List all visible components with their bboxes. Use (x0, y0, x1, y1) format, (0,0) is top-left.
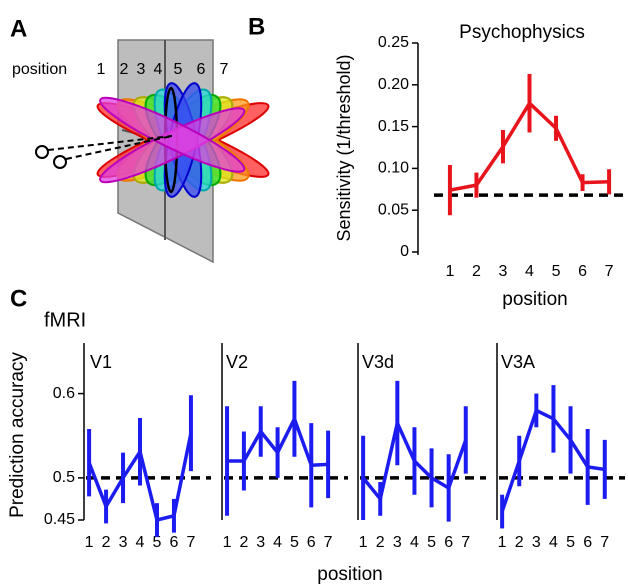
y-tick-label: 0.45 (44, 511, 75, 528)
x-tick-label: 1 (85, 534, 94, 551)
x-axis-label: position (502, 289, 568, 310)
x-tick-label: 6 (170, 534, 179, 551)
x-tick-label: 6 (583, 534, 592, 551)
x-tick-label: 7 (605, 263, 614, 280)
sight-line (47, 135, 173, 151)
panel-label: B (248, 13, 265, 40)
position-number: 6 (197, 61, 206, 78)
x-tick-label: 4 (410, 534, 419, 551)
y-tick-label: 0.20 (378, 76, 409, 93)
position-number: 4 (154, 61, 163, 78)
x-tick-label: 3 (119, 534, 128, 551)
stimulus-diagram: position (12, 39, 270, 264)
x-tick-label: 1 (359, 534, 368, 551)
x-tick-label: 4 (549, 534, 558, 551)
y-tick-label: 0.05 (378, 201, 409, 218)
x-tick-label: 5 (427, 534, 436, 551)
y-tick-label: 0.5 (53, 469, 75, 486)
y-tick-label: 0.25 (378, 34, 409, 51)
y-tick-label: 0.6 (53, 385, 75, 402)
y-axis-label: Sensitivity (1/threshold) (334, 54, 354, 241)
x-tick-label: 6 (307, 534, 316, 551)
y-tick-label: 0.10 (378, 160, 409, 177)
panel-title: fMRI (44, 309, 86, 331)
y-tick-label: 0 (400, 243, 409, 260)
position-number: 5 (174, 61, 183, 78)
chart-title: Psychophysics (459, 22, 585, 43)
sight-line (65, 135, 173, 160)
x-tick-label: 6 (578, 263, 587, 280)
x-tick-label: 1 (445, 263, 454, 280)
y-tick-label: 0.15 (378, 118, 409, 135)
x-tick-label: 5 (566, 534, 575, 551)
x-tick-label: 2 (472, 263, 481, 280)
x-tick-label: 4 (273, 534, 282, 551)
eye (35, 145, 49, 159)
x-tick-label: 1 (498, 534, 507, 551)
panel-label: C (10, 285, 27, 312)
x-tick-label: 7 (186, 534, 195, 551)
position-number: 2 (120, 61, 129, 78)
chart-title: V3d (362, 352, 394, 372)
x-tick-label: 3 (393, 534, 402, 551)
chart-title: V2 (226, 352, 248, 372)
x-tick-label: 3 (532, 534, 541, 551)
x-tick-label: 7 (600, 534, 609, 551)
chart: V3A 1 2 3 4 5 6 7 (496, 343, 625, 551)
x-tick-label: 1 (223, 534, 232, 551)
x-tick-label: 7 (461, 534, 470, 551)
x-tick-label: 6 (444, 534, 453, 551)
eye (53, 155, 67, 169)
chart: V2 1 2 3 4 5 6 7 (221, 343, 348, 551)
x-tick-label: 2 (239, 534, 248, 551)
x-tick-label: 2 (102, 534, 111, 551)
position-number: 7 (220, 61, 229, 78)
chart-title: V3A (501, 352, 535, 372)
x-tick-label: 5 (153, 534, 162, 551)
x-tick-label: 3 (256, 534, 265, 551)
x-tick-label: 5 (552, 263, 561, 280)
x-tick-label: 7 (324, 534, 333, 551)
chart-title: V1 (90, 352, 112, 372)
x-tick-label: 2 (515, 534, 524, 551)
ellipses (96, 82, 270, 198)
x-tick-label: 4 (136, 534, 145, 551)
position-number: 3 (137, 61, 146, 78)
position-label: position (12, 61, 67, 78)
x-tick-label: 4 (525, 263, 534, 280)
x-tick-label: 2 (376, 534, 385, 551)
y-axis-label: Prediction accuracy (7, 352, 28, 518)
position-number: 1 (97, 61, 106, 78)
x-tick-label: 3 (499, 263, 508, 280)
x-tick-label: 5 (290, 534, 299, 551)
chart: Psychophysics Sensitivity (1/threshold) po… (334, 22, 623, 310)
chart: V1 0.45 0.5 0.6 1 2 3 4 5 6 7 (44, 343, 211, 551)
chart: V3d 1 2 3 4 5 6 7 (357, 343, 486, 551)
x-axis-label: position (317, 564, 383, 585)
panel-label: A (10, 15, 27, 42)
